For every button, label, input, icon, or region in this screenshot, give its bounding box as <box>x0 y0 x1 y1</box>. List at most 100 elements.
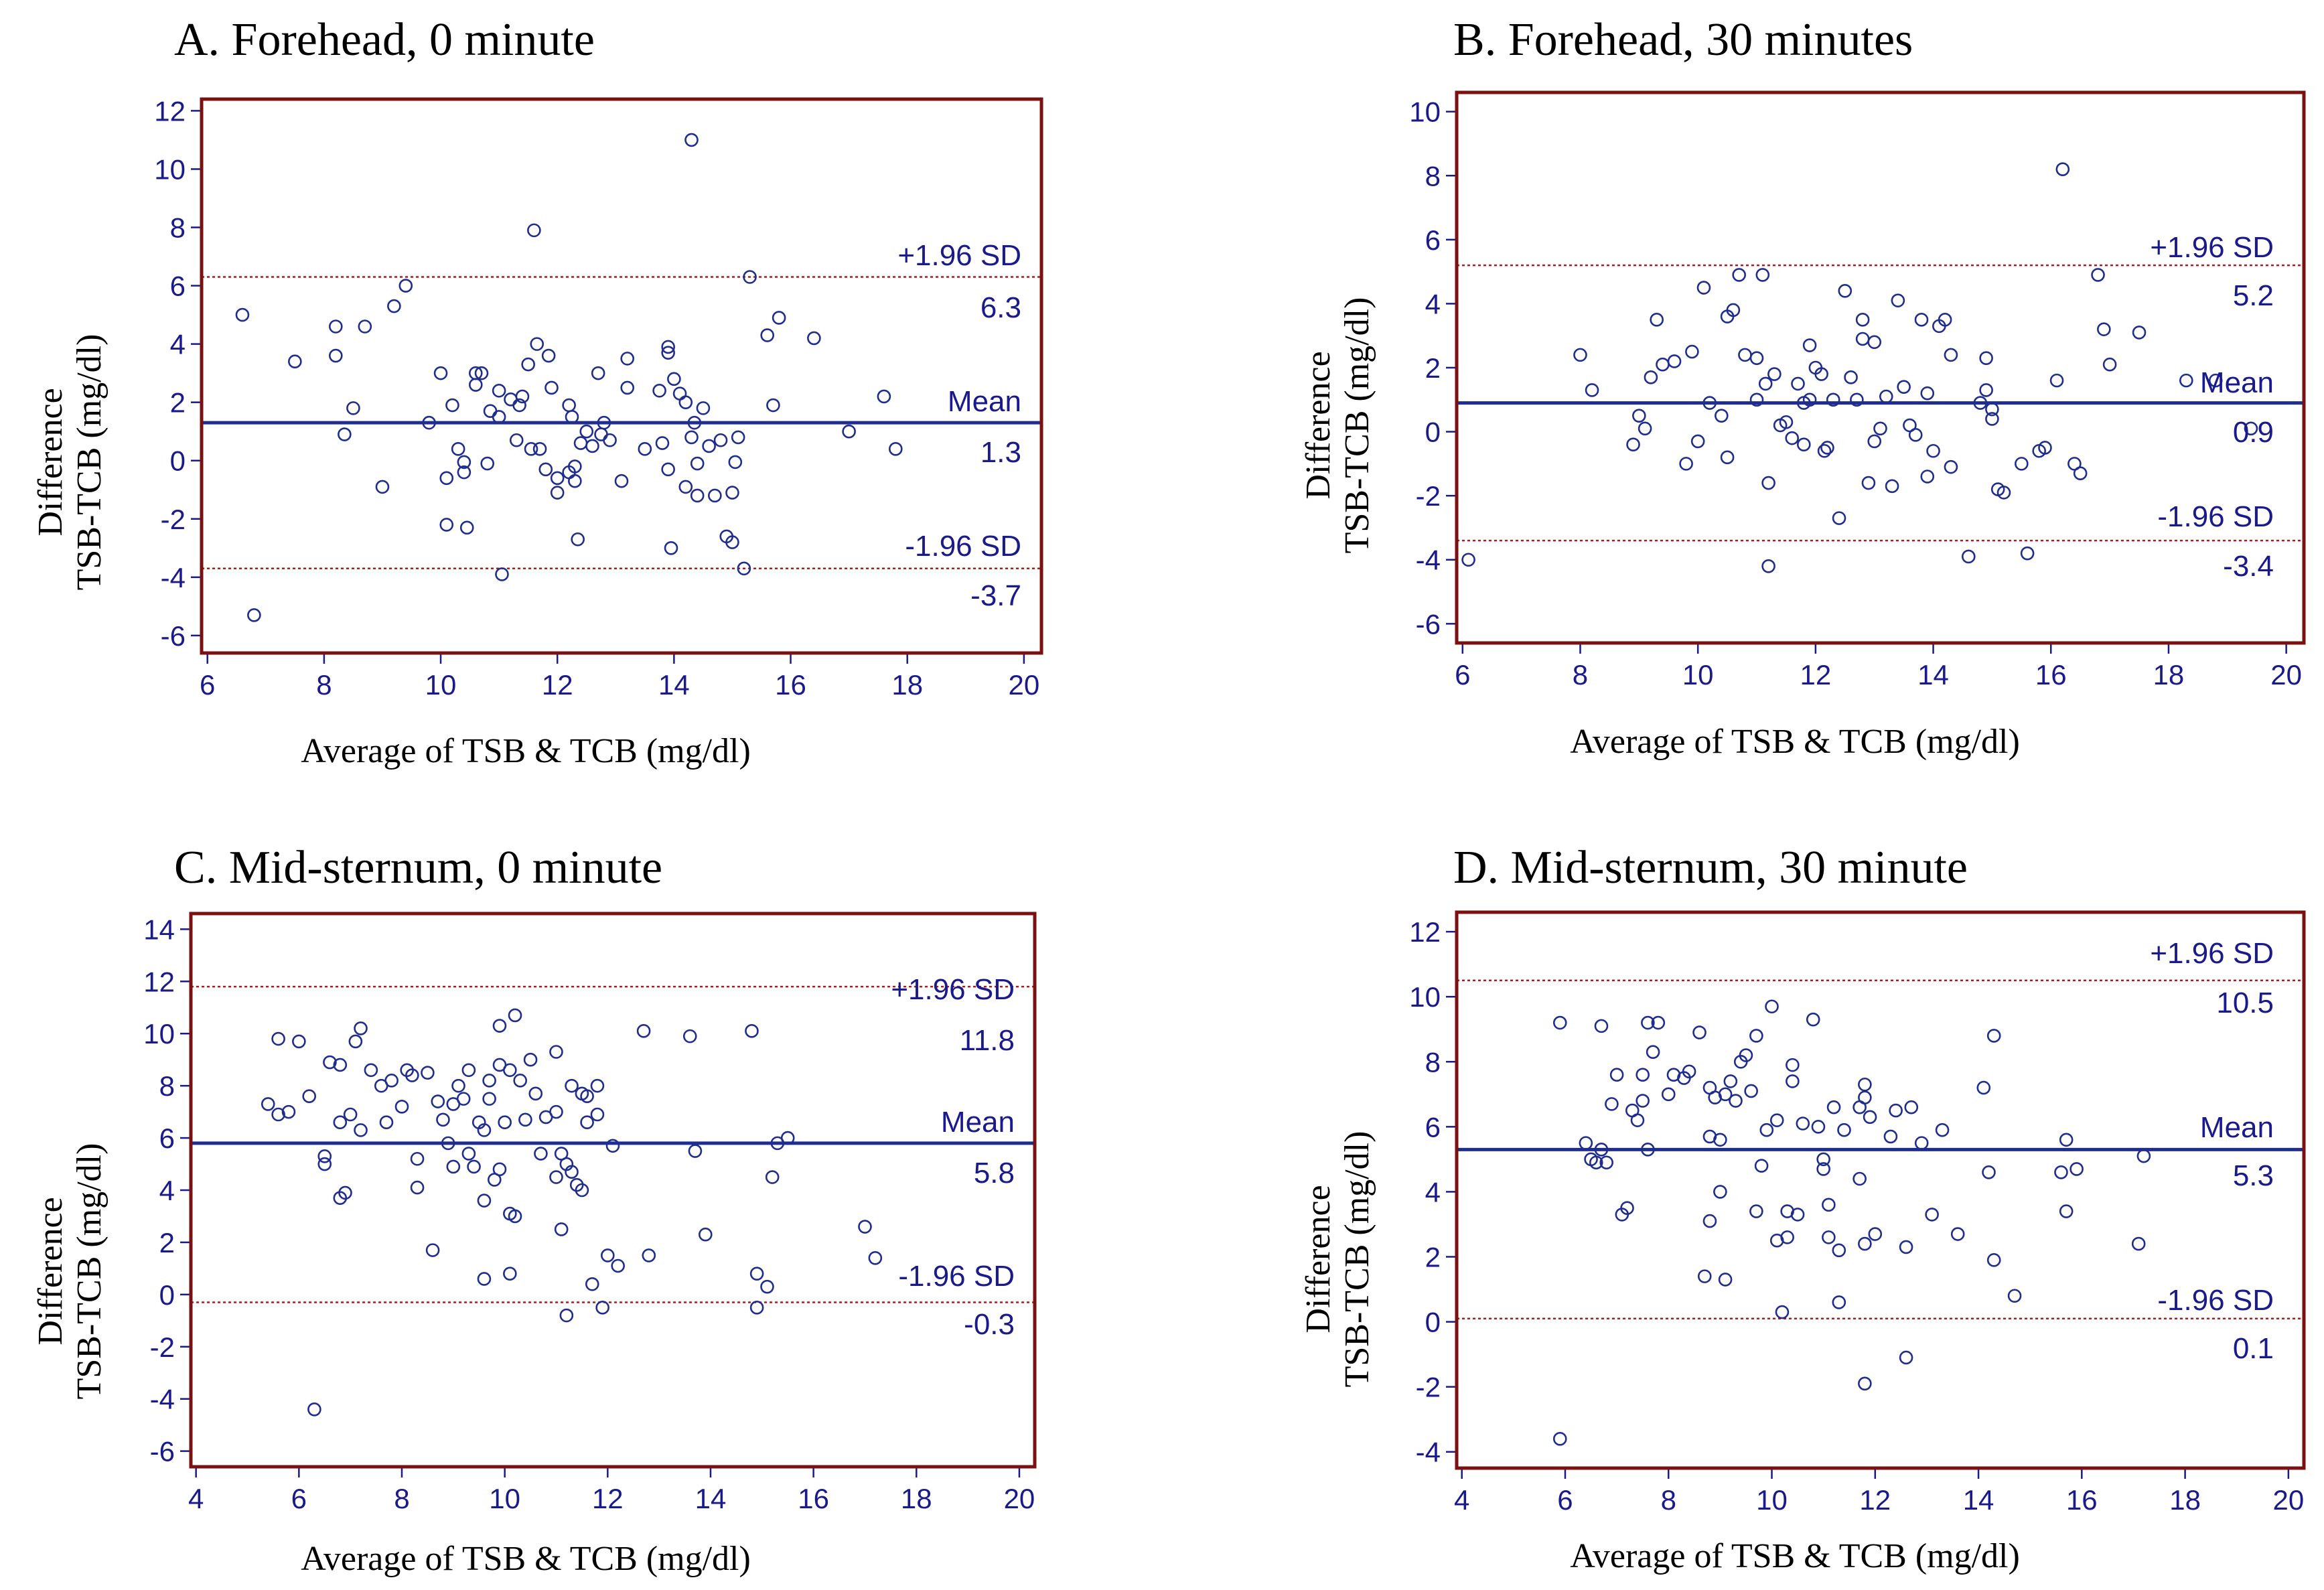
data-point <box>2059 1204 2074 1218</box>
data-point <box>591 366 605 380</box>
data-point <box>1899 1240 1913 1254</box>
data-point <box>888 442 903 456</box>
x-tick-label: 10 <box>489 1483 520 1514</box>
data-point <box>422 415 436 430</box>
data-point <box>515 389 530 404</box>
x-tick-label: 18 <box>2169 1484 2201 1516</box>
data-point <box>1822 1198 1836 1212</box>
y-tick-label: 12 <box>154 95 186 127</box>
x-tick-label: 12 <box>1859 1484 1891 1516</box>
data-point <box>1796 437 1811 451</box>
data-point <box>1885 479 1899 494</box>
data-point <box>235 307 250 322</box>
data-point <box>575 1183 589 1198</box>
data-point <box>1844 370 1858 384</box>
data-point <box>652 383 666 398</box>
mean-label: Mean <box>948 385 1021 418</box>
data-point <box>2015 457 2029 471</box>
panel-title: A. Forehead, 0 minute <box>174 14 595 66</box>
data-point <box>1775 1305 1790 1319</box>
y-tick-label: 8 <box>170 212 186 244</box>
x-tick-label: 12 <box>542 669 573 701</box>
data-point <box>2069 1162 2084 1176</box>
data-point <box>521 357 535 372</box>
data-point <box>1656 357 1670 372</box>
data-point <box>451 442 465 456</box>
x-tick-label: 6 <box>200 669 215 701</box>
data-point <box>1765 999 1779 1014</box>
data-point <box>1636 1068 1650 1082</box>
data-point <box>1697 1269 1712 1283</box>
data-point <box>1832 1243 1846 1258</box>
data-point <box>461 1063 476 1078</box>
y-tick-label: -2 <box>1416 1372 1441 1403</box>
y-tick-label: 4 <box>159 1175 175 1206</box>
data-point <box>431 1094 445 1108</box>
data-point <box>1985 412 1999 426</box>
data-point <box>1739 1048 1753 1062</box>
data-point <box>661 462 675 477</box>
data-point <box>682 1029 697 1043</box>
y-tick-label: 0 <box>1425 417 1441 448</box>
data-point <box>568 459 582 474</box>
upper-loa-value: 6.3 <box>981 291 1021 324</box>
data-point <box>1973 396 1988 410</box>
lower-loa-value: 0.1 <box>2233 1332 2274 1365</box>
data-point <box>877 389 891 404</box>
y-tick-label: -4 <box>161 562 186 593</box>
data-point <box>328 348 343 363</box>
data-point <box>457 465 471 480</box>
data-point <box>1979 383 1993 397</box>
data-point <box>338 1185 352 1200</box>
data-point <box>307 1402 321 1417</box>
data-point <box>1925 1208 1939 1222</box>
x-tick-label: 18 <box>891 669 923 701</box>
y-tick-label: 10 <box>154 153 186 185</box>
data-point <box>585 439 599 453</box>
panel-title: D. Mid-sternum, 30 minute <box>1453 842 1968 893</box>
data-point <box>441 1136 455 1151</box>
data-point <box>1897 380 1911 394</box>
data-point <box>1605 1097 1619 1111</box>
y-tick-label: 8 <box>1425 1046 1441 1078</box>
data-point <box>549 1045 563 1059</box>
data-point <box>1620 1201 1634 1215</box>
x-tick-label: 18 <box>2153 659 2185 691</box>
data-point <box>737 561 751 576</box>
data-point <box>1982 1165 1996 1179</box>
data-point <box>1786 1074 1800 1088</box>
data-point <box>1950 1227 1965 1241</box>
data-point <box>1908 428 1923 442</box>
data-point <box>1944 348 1958 362</box>
data-point <box>2054 1165 2068 1179</box>
data-point <box>483 404 498 419</box>
y-tick-label: 0 <box>1425 1307 1441 1338</box>
data-point <box>439 471 454 486</box>
data-point <box>2131 1236 2146 1251</box>
y-tick-label: 12 <box>1409 916 1441 948</box>
data-point <box>288 354 302 369</box>
data-point <box>1926 443 1940 458</box>
data-point <box>2020 546 2035 561</box>
y-axis-label-line-1: Difference <box>31 388 70 536</box>
data-point <box>684 430 699 445</box>
x-tick-label: 20 <box>2270 659 2302 691</box>
data-point <box>698 1227 713 1242</box>
data-point <box>1867 335 1882 350</box>
y-tick-label: 6 <box>170 271 186 302</box>
upper-loa-value: 10.5 <box>2216 987 2274 1019</box>
data-point <box>559 1308 574 1323</box>
data-point <box>474 366 489 380</box>
panel-c: C. Mid-sternum, 0 minute Difference TSB-… <box>31 842 1037 1578</box>
data-point <box>527 223 541 238</box>
data-point <box>492 1019 507 1033</box>
y-tick-label: 14 <box>143 914 175 945</box>
data-point <box>620 352 635 366</box>
data-point <box>1853 1171 1867 1186</box>
data-point <box>354 1123 368 1137</box>
y-tick-label: -2 <box>1416 480 1441 512</box>
data-point <box>1889 1103 1903 1118</box>
data-point <box>1749 1204 1763 1218</box>
data-point <box>1715 409 1729 423</box>
data-point <box>1641 1015 1655 1030</box>
